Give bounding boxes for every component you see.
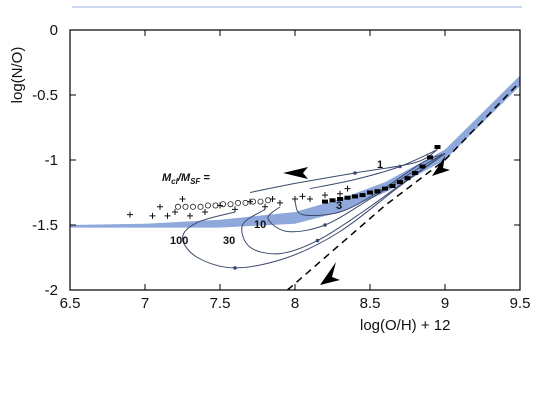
y-tick-label: -2 (45, 282, 58, 299)
ratio-annotation-m: M (162, 172, 172, 184)
dense-point (397, 180, 403, 185)
y-tick-label: -1 (45, 152, 58, 169)
y-tick-label: -0.5 (32, 87, 58, 104)
cross-point (179, 196, 186, 202)
ratio-annotation: Mcl/MSF = (162, 172, 210, 186)
dense-point (404, 176, 411, 181)
cross-point (307, 196, 313, 202)
dense-point (322, 199, 328, 204)
y-tick-label: -1.5 (32, 217, 58, 234)
cross-point (187, 212, 193, 219)
cross-point (164, 212, 171, 219)
dense-point (412, 171, 418, 175)
cross-point (127, 211, 133, 218)
y-tick-label: 0 (50, 22, 58, 39)
circle-point (212, 202, 219, 209)
dense-point (344, 195, 351, 200)
dense-point (389, 184, 396, 188)
plot-frame (69, 29, 521, 291)
ratio-annotation-mid: /M (177, 172, 191, 184)
circle-point (249, 198, 256, 205)
model-curve (294, 153, 446, 216)
circle-point (264, 197, 271, 204)
dense-point (434, 145, 441, 149)
dense-point (427, 155, 433, 160)
circle-point (227, 201, 234, 208)
cross-point (344, 185, 351, 192)
x-tick-label: 9 (441, 295, 449, 312)
curve-marker (233, 266, 237, 270)
cross-point (322, 192, 328, 199)
circle-point (242, 199, 249, 206)
x-tick-label: 7.5 (210, 295, 231, 312)
up-right-arrow-icon (320, 262, 340, 285)
cross-point (149, 212, 156, 219)
curve-label: 100 (170, 235, 188, 247)
x-tick-label: 9.5 (510, 295, 531, 312)
dense-point (359, 193, 366, 198)
cross-point (157, 203, 163, 210)
x-tick-label: 8 (291, 295, 299, 312)
x-axis-title: log(O/H) + 12 (360, 317, 450, 334)
dense-point (419, 164, 426, 169)
model-curve (309, 149, 438, 190)
model-band (70, 75, 520, 228)
circle-point (174, 203, 181, 210)
cross-point (337, 190, 343, 197)
model-curve (241, 153, 446, 255)
circle-point (197, 203, 204, 210)
ratio-annotation-sub1: cl (171, 177, 178, 186)
cross-point (262, 203, 268, 210)
cross-point (172, 209, 178, 215)
circle-point (189, 203, 196, 210)
x-tick-label: 6.5 (60, 295, 81, 312)
ratio-annotation-end: = (200, 172, 210, 184)
axis-ticks (69, 29, 521, 291)
curve-label: 3 (336, 200, 342, 212)
circle-point (204, 202, 211, 209)
circle-point (182, 203, 189, 210)
curve-label: 30 (223, 235, 235, 247)
up-right-arrow-icon (432, 156, 450, 176)
curve-marker (353, 171, 357, 175)
cross-point (232, 206, 238, 213)
circle-point (257, 198, 264, 205)
cross-point (277, 199, 283, 206)
cross-point (292, 196, 298, 202)
circle-point (234, 199, 241, 206)
y-axis-title: log(N/O) (9, 47, 26, 104)
dense-point (337, 197, 343, 201)
cross-point (202, 209, 208, 215)
dense-point (374, 189, 381, 194)
dense-point (382, 186, 388, 191)
dashed-line (287, 81, 520, 290)
curve-marker (323, 223, 327, 227)
cross-point (299, 193, 306, 200)
dense-point (352, 194, 358, 199)
circle-point (219, 201, 226, 208)
left-arrow-icon (283, 167, 308, 179)
dense-point (329, 198, 336, 203)
plot-area (70, 75, 520, 290)
x-tick-label: 7 (141, 295, 149, 312)
curve-label: 1 (377, 159, 383, 171)
ratio-annotation-sub2: SF (190, 177, 201, 186)
curve-label: 10 (254, 219, 266, 231)
curve-marker (315, 238, 320, 243)
x-tick-label: 8.5 (360, 295, 381, 312)
dense-point (367, 190, 373, 195)
